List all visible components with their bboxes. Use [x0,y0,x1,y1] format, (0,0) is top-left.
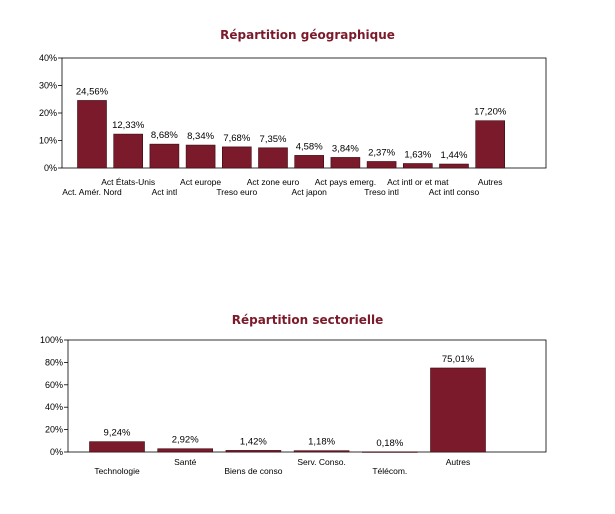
sector-data-label: 75,01% [442,354,475,365]
sector-category-label: Biens de conso [224,466,282,476]
geo-chart-title: Répartition géographique [220,28,395,42]
sector-y-tick-label: 60% [45,380,63,390]
geo-category-label: Act europe [180,177,221,187]
geo-bar [149,143,180,169]
geo-data-label: 1,44% [441,150,468,161]
sector-bar [157,448,213,453]
sector-y-tick-label: 80% [45,357,63,367]
geo-data-label: 17,20% [474,107,507,118]
sector-category-label: Santé [174,457,196,467]
geo-data-label: 8,68% [151,130,178,141]
geo-category-label: Autres [478,177,503,187]
sector-bar [430,367,486,453]
geo-y-tick-label: 30% [39,81,57,91]
geo-bar [222,146,252,169]
geo-data-label: 4,58% [296,141,323,152]
geo-y-tick-label: 0% [44,163,57,173]
geo-category-label: Act. Amér. Nord [62,187,122,197]
sector-category-label: Serv. Conso. [297,457,346,467]
geo-category-label: Act japon [291,187,327,197]
geo-bar [330,157,361,169]
geo-category-label: Treso intl [364,187,399,197]
geo-category-label: Treso euro [216,187,257,197]
sector-category-label: Autres [446,457,471,467]
geo-data-label: 7,35% [260,134,287,145]
geo-category-label: Act intl conso [429,187,480,197]
sector-bar [225,450,282,453]
geo-bar [77,100,107,169]
geo-category-label: Act États-Unis [101,177,155,187]
sector-y-tick-label: 0% [50,447,63,457]
sector-bar [89,441,145,453]
geo-y-tick-label: 40% [39,53,57,63]
geo-y-tick-label: 20% [39,108,57,118]
geo-data-label: 3,84% [332,143,359,154]
sector-category-label: Technologie [94,466,140,476]
geo-data-label: 2,37% [368,147,395,158]
geo-bar [475,120,506,169]
geo-category-label: Act zone euro [247,177,300,187]
geo-y-tick-label: 10% [39,136,57,146]
sector-data-label: 0,18% [376,438,403,449]
geo-bar [185,144,216,169]
sector-data-label: 1,42% [240,436,267,447]
sector-category-label: Télécom. [372,466,407,476]
sector-y-tick-label: 40% [45,402,63,412]
sector-bar [361,451,418,453]
sector-data-label: 2,92% [172,435,199,446]
sector-y-tick-label: 20% [45,425,63,435]
sector-data-label: 9,24% [104,428,131,439]
geo-data-label: 1,63% [404,150,431,161]
geo-bar [366,161,397,169]
geo-category-label: Act intl [152,187,178,197]
sector-y-tick-label: 100% [40,335,63,345]
geo-data-label: 24,56% [76,86,109,97]
geo-bar [402,163,433,169]
geo-bar [113,133,143,169]
geo-category-label: Act intl or et mat [387,177,449,187]
geo-bar [439,163,469,169]
geo-data-label: 8,34% [187,131,214,142]
geo-category-label: Act pays emerg. [315,177,376,187]
geo-bar [294,155,325,169]
geo-data-label: 7,68% [223,133,250,144]
geo-bar [258,147,288,169]
sector-chart-title: Répartition sectorielle [231,313,384,327]
sector-bar [293,450,350,453]
geo-data-label: 12,33% [112,120,145,131]
sector-data-label: 1,18% [308,437,335,448]
